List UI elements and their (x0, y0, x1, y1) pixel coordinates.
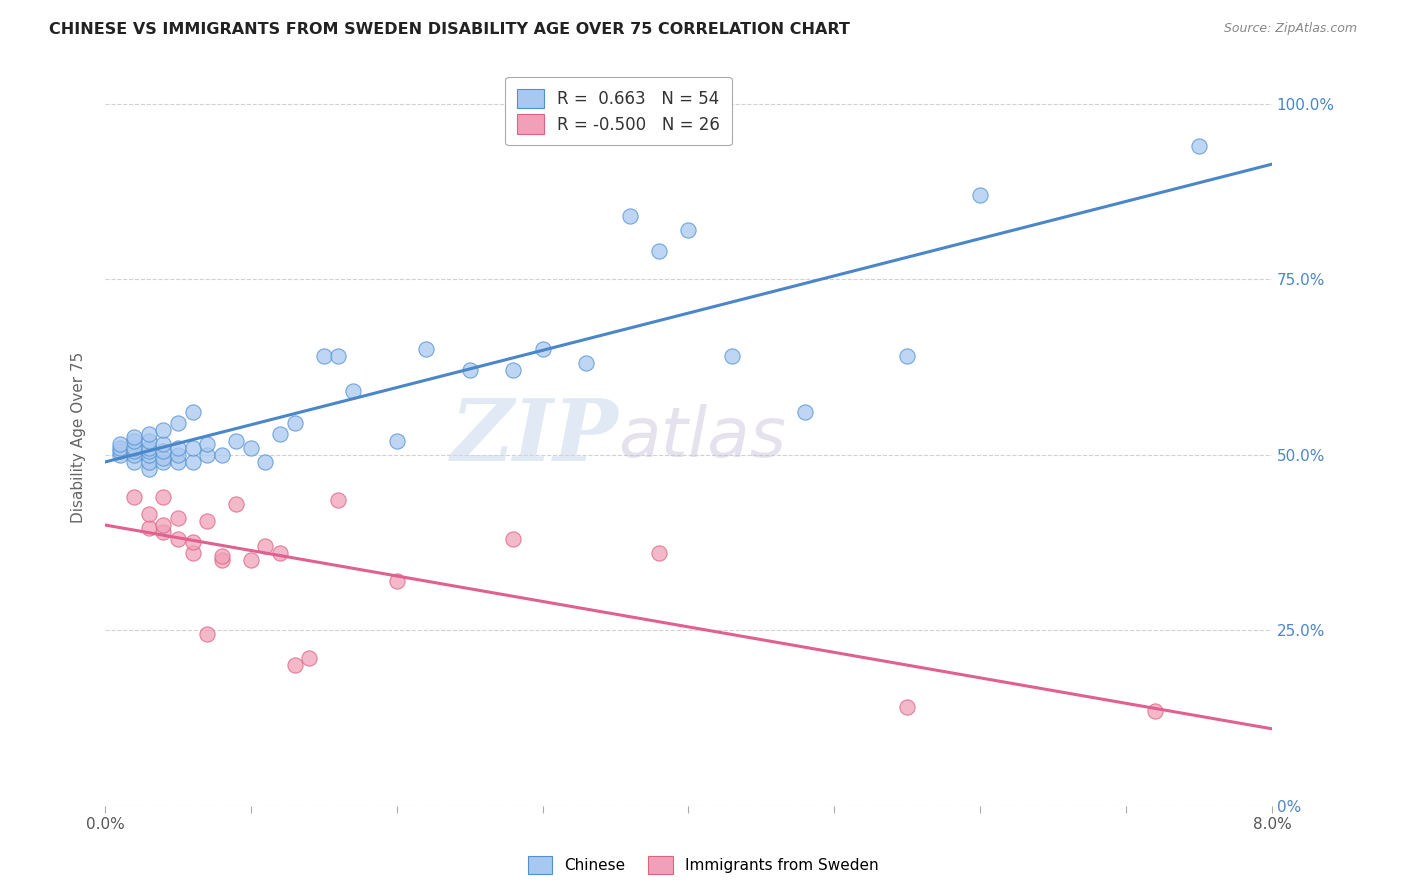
Point (254, 539, 277, 553)
Point (312, 349, 335, 363)
Point (211, 549, 233, 564)
Point (328, 493, 350, 508)
Point (678, 223, 700, 237)
Point (138, 434, 160, 448)
Point (648, 244, 671, 258)
Y-axis label: Disability Age Over 75: Disability Age Over 75 (72, 351, 86, 523)
Point (385, 434, 408, 448)
Point (181, 535, 204, 549)
Point (122, 490, 145, 504)
Point (195, 626, 218, 640)
Point (254, 455, 277, 469)
Point (122, 430, 145, 444)
Point (1188, 138, 1211, 153)
Point (239, 553, 262, 567)
Point (167, 416, 190, 430)
Point (152, 490, 174, 504)
Point (122, 455, 145, 469)
Point (239, 441, 262, 455)
Point (225, 497, 247, 511)
Point (721, 349, 744, 363)
Point (167, 510, 190, 524)
Point (896, 700, 918, 714)
Point (138, 426, 160, 441)
Text: atlas: atlas (619, 403, 786, 471)
Point (152, 444, 174, 458)
Point (138, 521, 160, 535)
Point (269, 426, 291, 441)
Point (181, 405, 204, 419)
Point (284, 416, 307, 430)
Point (122, 448, 145, 462)
Point (181, 546, 204, 560)
Point (122, 444, 145, 458)
Point (108, 441, 131, 455)
Point (195, 514, 218, 528)
Point (502, 363, 524, 377)
Point (328, 349, 350, 363)
Point (284, 658, 307, 673)
Point (138, 441, 160, 455)
Point (225, 434, 247, 448)
Point (969, 187, 991, 202)
Text: Source: ZipAtlas.com: Source: ZipAtlas.com (1223, 22, 1357, 36)
Point (415, 343, 437, 357)
Point (108, 444, 131, 458)
Point (138, 448, 160, 462)
Point (896, 349, 918, 363)
Point (167, 441, 190, 455)
Text: CHINESE VS IMMIGRANTS FROM SWEDEN DISABILITY AGE OVER 75 CORRELATION CHART: CHINESE VS IMMIGRANTS FROM SWEDEN DISABI… (49, 22, 851, 37)
Point (648, 546, 671, 560)
Point (458, 363, 481, 377)
Legend: Chinese, Immigrants from Sweden: Chinese, Immigrants from Sweden (522, 850, 884, 880)
Point (619, 209, 641, 223)
Point (1144, 704, 1167, 718)
Point (211, 553, 233, 567)
Point (152, 524, 174, 539)
Point (152, 437, 174, 451)
Point (138, 461, 160, 475)
Point (138, 444, 160, 458)
Point (342, 384, 364, 399)
Point (152, 423, 174, 437)
Point (794, 405, 817, 419)
Point (108, 437, 131, 451)
Point (195, 448, 218, 462)
Text: ZIP: ZIP (450, 395, 619, 479)
Point (385, 574, 408, 588)
Point (298, 651, 321, 665)
Point (122, 434, 145, 448)
Point (138, 455, 160, 469)
Point (152, 451, 174, 466)
Point (167, 455, 190, 469)
Point (152, 517, 174, 532)
Point (181, 455, 204, 469)
Point (122, 441, 145, 455)
Point (531, 343, 554, 357)
Point (575, 356, 598, 370)
Point (138, 508, 160, 522)
Point (167, 448, 190, 462)
Point (502, 532, 524, 546)
Point (152, 455, 174, 469)
Point (195, 437, 218, 451)
Point (181, 441, 204, 455)
Point (167, 532, 190, 546)
Point (269, 546, 291, 560)
Legend: R =  0.663   N = 54, R = -0.500   N = 26: R = 0.663 N = 54, R = -0.500 N = 26 (505, 77, 731, 145)
Point (211, 448, 233, 462)
Point (108, 448, 131, 462)
